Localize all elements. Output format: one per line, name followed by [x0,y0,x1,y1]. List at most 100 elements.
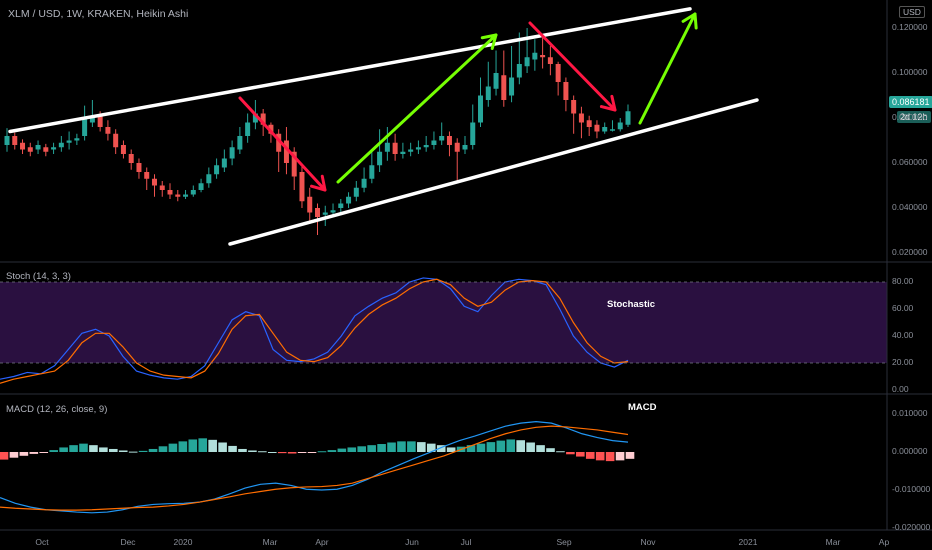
candle-body [245,122,251,136]
candle [609,120,615,132]
candle [299,165,305,208]
candle-body [408,149,414,152]
macd-histogram-bar [347,447,357,452]
candle [307,187,313,222]
candle-body [516,64,522,78]
time-axis-tick: Nov [640,537,656,547]
candle [27,142,33,157]
candle-body [563,82,569,100]
candle [470,104,476,150]
currency-badge[interactable]: USD [899,6,925,18]
macd-histogram-bar [29,452,39,454]
candle [509,46,515,103]
time-axis-tick: Mar [825,537,841,547]
candle [594,120,600,139]
candle [151,174,157,197]
macd-histogram-bar [158,446,168,452]
candle-body [555,64,561,82]
macd-histogram-bar [118,450,128,452]
candle-body [454,142,460,152]
macd-histogram-bar [317,451,327,453]
macd-ytick: 0.000000 [892,446,928,456]
macd-line [0,420,629,514]
candle-body [51,147,57,150]
candle [454,138,460,181]
time-axis-tick: Oct [35,537,49,547]
candle [120,140,126,159]
candle-body [214,165,220,175]
candle-body [35,145,41,150]
macd-histogram-bar [208,439,217,452]
candle [82,105,88,141]
candle-body [602,127,608,132]
stoch-legend[interactable]: Stoch (14, 3, 3) [6,271,71,282]
candle [113,129,119,154]
macd-histogram-bar [79,443,88,452]
candle-body [229,147,235,159]
candle-body [547,57,553,64]
stoch-ytick: 20.00 [892,357,914,367]
macd-histogram-bar [258,451,267,453]
candle-body [315,208,320,217]
candle-body [43,147,49,152]
time-axis-tick: Sep [556,537,572,547]
candle [400,142,406,159]
candle-body [291,151,297,177]
macd-histogram-bar [367,445,376,452]
candle-body [206,174,212,184]
macd-histogram-bar [476,443,486,452]
candle [229,140,235,166]
macd-histogram-bar [19,452,29,456]
macd-histogram-bar [377,444,386,452]
candle [485,61,491,107]
macd-histogram-bar [89,445,98,452]
candle-body [586,120,592,127]
time-axis-tick: Jun [405,537,419,547]
candle-body [4,136,10,145]
candle-body [423,145,429,148]
macd-legend[interactable]: MACD (12, 26, close, 9) [6,404,108,415]
macd-histogram-bar [99,447,108,452]
price-ytick: 0.080000 [892,112,928,122]
candle [58,136,64,152]
macd-histogram-bar [625,452,635,459]
macd-ytick: -0.020000 [892,522,931,532]
candle-body [27,147,33,152]
candle [74,133,80,145]
candle-body [183,194,189,197]
candle [190,185,196,197]
candle-body [392,142,398,154]
time-axis-tick: 2021 [738,537,758,547]
candle [431,131,437,150]
candle [369,151,375,184]
candle-body [66,140,72,143]
macd-ytick: 0.010000 [892,408,928,418]
symbol-header[interactable]: XLM / USD, 1W, KRAKEN, Heikin Ashi [8,8,189,20]
candle [353,181,359,202]
candle [206,167,212,188]
candle [532,39,538,71]
up-arrow-shaft [336,33,498,184]
candle-body [74,138,80,141]
candle-body [175,194,181,197]
candle-body [470,122,476,145]
candle [602,122,608,134]
channel-lower-line [228,98,759,246]
price-ytick: 0.020000 [892,247,928,257]
macd-histogram-bar [49,450,58,452]
macd-histogram-bar [605,452,615,462]
candle-body [338,203,344,208]
candle [415,140,421,154]
candle-body [136,163,142,172]
candle-body [190,190,196,195]
price-ytick: 0.040000 [892,202,928,212]
candle [245,113,251,143]
candle [214,158,220,179]
candle [43,143,49,157]
candle-body [377,151,383,166]
macd-histogram-bar [109,448,118,452]
macd-histogram-bar [277,452,287,454]
last-price-tag: 0.086181 [889,96,932,108]
